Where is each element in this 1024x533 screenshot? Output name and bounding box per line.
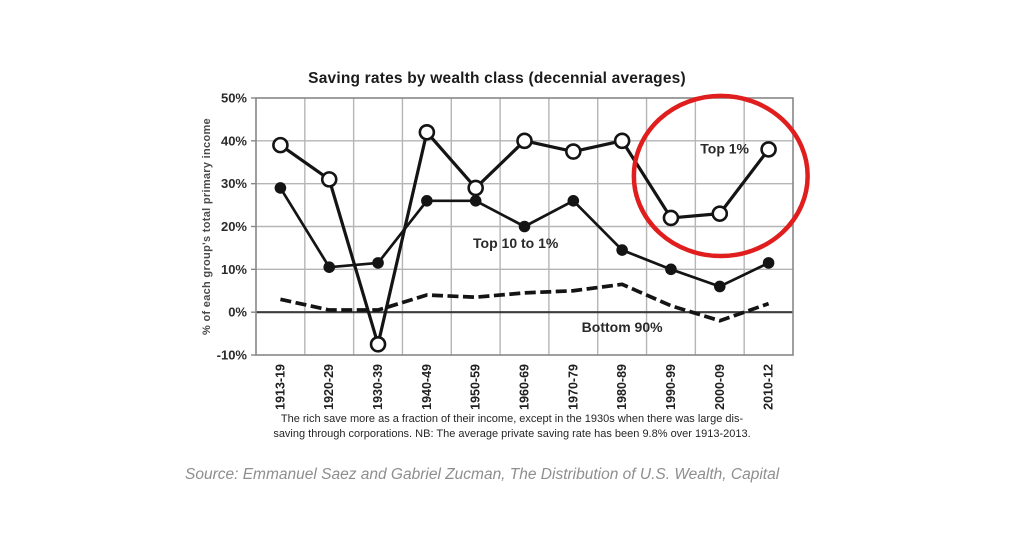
- x-tick-label: 2000-09: [713, 364, 727, 410]
- y-tick-label: -10%: [217, 348, 248, 363]
- chart-footnote-line-2: saving through corporations. NB: The ave…: [273, 428, 751, 440]
- axis-ticks: [251, 97, 256, 356]
- x-tick-label: 1990-99: [664, 364, 678, 410]
- series-line-bottom-90-: [280, 282, 770, 323]
- series-markers-top-10-to-1-: [274, 182, 775, 293]
- x-tick-label: 1960-69: [518, 364, 532, 410]
- series-label-top-1-: Top 1%: [700, 141, 749, 157]
- y-tick-label: 40%: [221, 133, 247, 148]
- series-markers-top-1-: [272, 123, 777, 353]
- x-tick-label: 1970-79: [566, 364, 580, 410]
- source-citation: Source: Emmanuel Saez and Gabriel Zucman…: [185, 466, 780, 483]
- x-axis-category-labels: 1913-19 1920-29 1930-39 1940-49 1950-59 1960-…: [273, 364, 775, 410]
- x-tick-label: 1940-49: [420, 364, 434, 410]
- y-tick-label: 0%: [228, 305, 247, 320]
- x-tick-label: 1913-19: [273, 364, 287, 410]
- chart-title: Saving rates by wealth class (decennial …: [308, 70, 686, 87]
- x-tick-label: 1930-39: [371, 364, 385, 410]
- x-tick-label: 1950-59: [469, 364, 483, 410]
- y-axis-tick-labels: 50% 40% 30% 20% 10% 0% -10%: [217, 91, 248, 363]
- y-tick-label: 50%: [221, 91, 247, 106]
- x-tick-label: 1920-29: [322, 364, 336, 410]
- y-tick-label: 20%: [221, 219, 247, 234]
- y-tick-label: 10%: [221, 262, 247, 277]
- x-tick-label: 2010-12: [762, 364, 776, 410]
- series-labels: Top 1% Top 10 to 1% Bottom 90%: [473, 141, 750, 336]
- y-tick-label: 30%: [221, 176, 247, 191]
- highlight-ellipse: [631, 93, 810, 259]
- y-axis-title: % of each group's total primary income: [201, 118, 213, 335]
- series-label-top-10-to-1-: Top 10 to 1%: [473, 235, 559, 251]
- x-tick-label: 1980-89: [615, 364, 629, 410]
- chart-footnote-line-1: The rich save more as a fraction of thei…: [280, 413, 744, 425]
- series-label-bottom-90-: Bottom 90%: [582, 319, 663, 335]
